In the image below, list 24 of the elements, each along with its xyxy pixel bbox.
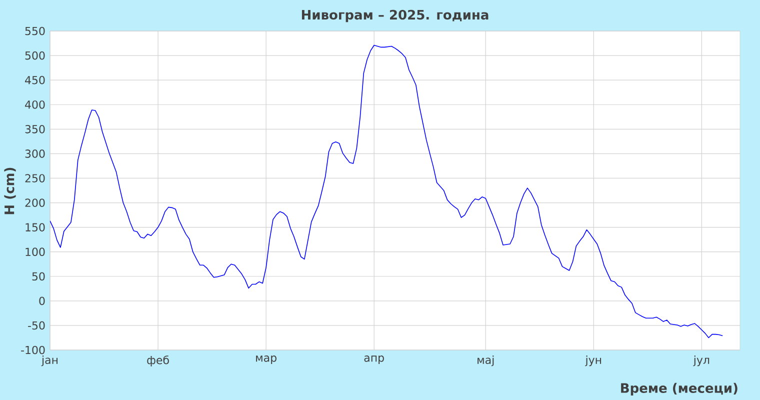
y-tick-label: 100 (26, 248, 45, 256)
y-tick-label: 250 (25, 174, 45, 182)
y-axis-title: H (cm) (4, 168, 16, 214)
y-tick-label: 50 (32, 272, 45, 281)
x-tick-label: мај (478, 356, 494, 366)
y-tick-label: 400 (25, 100, 45, 109)
y-tick-label: 0 (39, 296, 45, 306)
x-tick-label: јул (693, 356, 710, 366)
y-tick-label: 300 (25, 150, 45, 158)
x-tick-label: феб (147, 356, 169, 366)
x-tick-label: јун (585, 356, 602, 366)
y-tick-label: 350 (25, 124, 45, 134)
chart-title: Нивограм – 2025. година (302, 10, 488, 22)
y-tick-label: 500 (25, 51, 45, 60)
y-tick-label: -100 (21, 346, 45, 354)
y-tick-label: -50 (28, 321, 45, 330)
x-tick-label: мар (256, 356, 276, 364)
y-tick-label: 200 (25, 198, 45, 207)
x-tick-label: јан (41, 356, 58, 366)
y-tick-label: 450 (25, 76, 45, 84)
y-tick-label: 150 (26, 223, 45, 232)
y-tick-label: 550 (25, 26, 45, 36)
x-axis-title: Време (месеци) (621, 382, 738, 396)
x-tick-label: апр (364, 356, 384, 364)
